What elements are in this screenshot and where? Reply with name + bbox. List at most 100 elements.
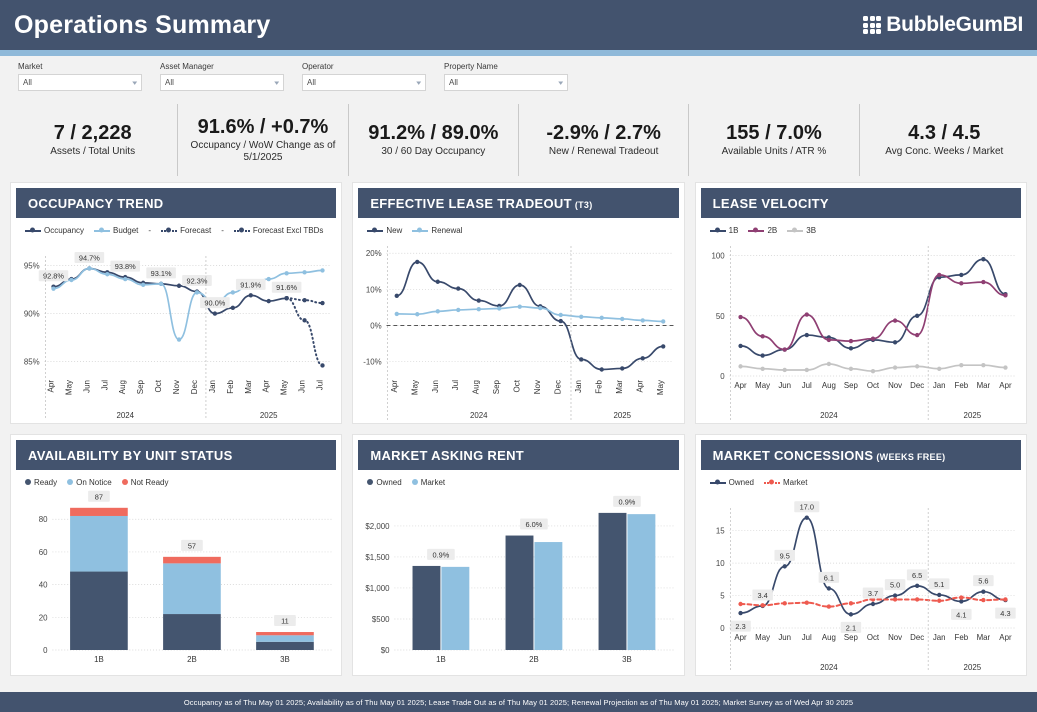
card-occupancy-trend: OCCUPANCY TREND Occupancy Budget - Forecast… [10,182,343,424]
legend-availability: Ready On Notice Not Ready [11,470,341,488]
legend-dot-icon [411,479,418,485]
legend-dot-icon [67,479,74,485]
chevron-down-icon: ▾ [558,79,564,87]
svg-text:3.4: 3.4 [757,591,767,600]
header-accent-rule [0,50,1037,56]
svg-text:90%: 90% [24,310,40,319]
svg-text:10: 10 [715,559,724,568]
svg-text:5.6: 5.6 [978,577,988,586]
card-header: OCCUPANCY TREND [16,188,337,218]
legend-item[interactable]: Renewal [412,226,462,235]
property-name-select-value: All [449,78,458,87]
kpi-new-renewal-tradeout: -2.9% / 2.7% New / Renewal Tradeout [519,104,690,176]
grid-dots-logo-icon [863,16,882,34]
chevron-down-icon: ▾ [416,79,422,87]
legend-item[interactable]: 1B [709,225,739,235]
svg-text:Nov: Nov [172,380,181,394]
legend-effective-lease-tradeout: New Renewal [353,218,683,236]
svg-text:2025: 2025 [260,411,278,420]
svg-text:90.0%: 90.0% [204,299,225,308]
svg-text:May: May [280,380,289,395]
legend-label: Forecast [180,225,212,235]
svg-text:Feb: Feb [595,379,604,393]
card-header: MARKET CONCESSIONS (WEEKS FREE) [700,440,1021,470]
svg-text:Nov: Nov [888,381,902,390]
legend-item[interactable]: Forecast Excl TBDs [233,225,324,235]
legend-item[interactable]: Not Ready [121,478,169,487]
brand-name: BubbleGumBI [886,13,1023,36]
svg-text:9.5: 9.5 [779,551,789,560]
legend-label: On Notice [76,477,112,487]
filter-label: Property Name [444,62,498,71]
svg-text:Jun: Jun [778,381,791,390]
market-select[interactable]: All ▾ [18,74,142,91]
asset-manager-select-value: All [165,78,174,87]
svg-text:20: 20 [39,613,48,622]
kpi-value: 7 / 2,228 [53,121,132,144]
legend-separator: - [148,225,152,235]
legend-market-asking-rent: Owned Market [353,470,683,488]
legend-item[interactable]: Budget [94,226,138,235]
svg-text:11: 11 [281,616,289,625]
svg-text:0.9%: 0.9% [619,497,636,506]
asset-manager-select[interactable]: All ▾ [160,74,284,91]
kpi-value: -2.9% / 2.7% [546,121,661,144]
svg-text:$2,000: $2,000 [366,522,391,531]
legend-item[interactable]: Market [764,478,807,487]
svg-text:60: 60 [39,548,48,557]
legend-label: Owned [728,477,755,487]
property-name-select[interactable]: All ▾ [444,74,568,91]
svg-text:2024: 2024 [470,411,488,420]
operator-select-value: All [307,78,316,87]
legend-label: 3B [806,225,817,235]
legend-item[interactable]: 2B [748,226,777,235]
filter-asset-manager: Asset Manager All ▾ [160,62,284,91]
svg-text:57: 57 [188,541,196,550]
card-title: AVAILABILITY BY UNIT STATUS [28,447,233,463]
svg-text:Dec: Dec [554,380,563,394]
svg-text:Aug: Aug [822,381,836,390]
legend-item[interactable]: Ready [25,478,57,487]
svg-text:$500: $500 [372,615,390,624]
legend-label: 1B [728,225,739,235]
legend-item[interactable]: 3B [787,226,816,235]
kpi-label: Assets / Total Units [50,145,136,157]
svg-text:Aug: Aug [822,633,836,642]
svg-text:Jul: Jul [801,633,811,642]
filter-operator: Operator All ▾ [302,62,426,91]
legend-label: Ready [34,477,58,487]
filter-label: Operator [302,62,334,71]
svg-text:Jan: Jan [933,633,946,642]
svg-text:2024: 2024 [116,411,134,420]
legend-item[interactable]: Owned [367,478,402,487]
svg-text:May: May [657,380,666,395]
svg-text:92.3%: 92.3% [186,276,207,285]
legend-item[interactable]: Owned [709,477,755,487]
legend-label: New [386,225,403,235]
kpi-value: 91.6% / +0.7% [197,115,329,138]
svg-text:10%: 10% [366,285,382,294]
svg-text:0: 0 [43,646,48,655]
filter-label: Asset Manager [160,62,214,71]
card-lease-velocity: LEASE VELOCITY 1B 2B 3B 100 50 0 Apr May Jun Jul… [694,182,1027,424]
svg-text:17.0: 17.0 [799,503,813,512]
svg-text:Oct: Oct [154,379,163,392]
kpi-assets-total-units: 7 / 2,228 Assets / Total Units [8,104,179,176]
plot-lease-velocity: 100 50 0 Apr May Jun Jul Aug Sep Oct Nov Dec Jan Feb M… [696,236,1026,422]
legend-market-concessions: Owned Market [696,470,1026,488]
svg-text:Dec: Dec [910,381,924,390]
legend-item[interactable]: Forecast [161,226,211,235]
legend-item[interactable]: New [367,226,402,235]
svg-text:Dec: Dec [190,380,199,394]
operator-select[interactable]: All ▾ [302,74,426,91]
legend-item[interactable]: Market [411,478,445,487]
svg-text:0%: 0% [371,321,382,330]
svg-text:Dec: Dec [910,633,924,642]
svg-text:Mar: Mar [244,380,253,394]
legend-label: Forecast Excl TBDs [252,225,324,235]
legend-dot-icon [25,479,31,485]
card-availability-by-unit-status: AVAILABILITY BY UNIT STATUS Ready On Noti… [10,434,343,676]
svg-text:2025: 2025 [963,411,981,420]
legend-item[interactable]: On Notice [67,478,112,487]
legend-item[interactable]: Occupancy [25,226,84,235]
